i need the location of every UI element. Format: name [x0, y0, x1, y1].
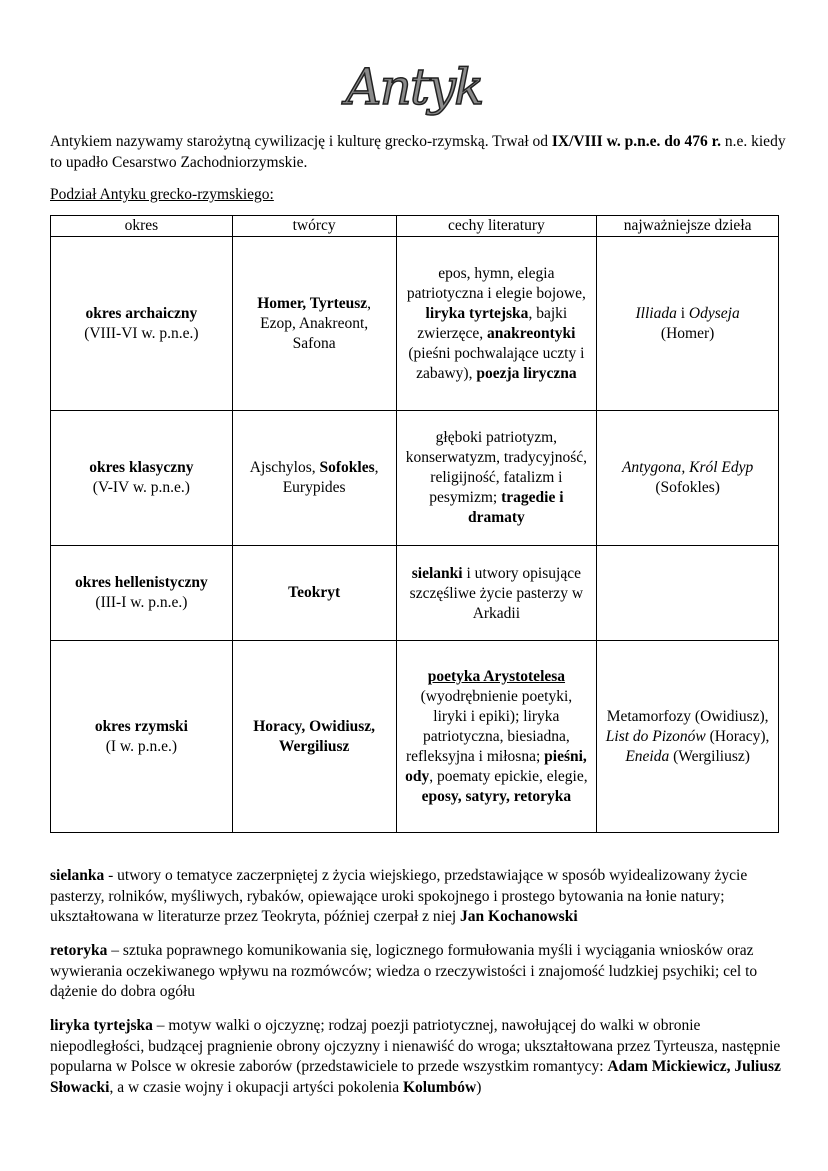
table-header-row: okres twórcy cechy literatury najważniej…	[50, 215, 779, 237]
text-segment: Illiada	[635, 304, 677, 322]
text-segment: )	[476, 1078, 482, 1096]
cell-works	[596, 545, 779, 641]
text-segment: Antykiem nazywamy starożytną cywilizację…	[50, 133, 552, 150]
text-segment: – sztuka poprawnego komunikowania się, l…	[50, 942, 758, 1000]
text-segment: retoryka	[50, 942, 108, 959]
text-segment: (V-IV w. p.n.e.)	[92, 479, 190, 496]
header-tworcy: twórcy	[231, 215, 397, 237]
text-segment: , a w czasie wojny i okupacji artyści po…	[109, 1078, 403, 1096]
text-segment: głęboki patriotyzm, konserwatyzm, tradyc…	[405, 429, 587, 506]
cell-works: Antygona, Król Edyp (Sofokles)	[596, 410, 779, 546]
table-row: okres klasyczny (V-IV w. p.n.e.) Ajschylo…	[50, 410, 779, 546]
table-heading: Podział Antyku grecko-rzymskiego:	[50, 186, 274, 203]
text-segment: poetyka Arystotelesa	[427, 667, 566, 685]
text-segment: , Eurypides	[282, 459, 379, 496]
text-segment: n.e. kiedy to upadło Cesarstwo Zachodnio…	[50, 133, 786, 171]
text-segment: tragedie i dramaty	[467, 489, 564, 526]
text-segment: - utwory o tematyce zaczerpniętej z życi…	[50, 867, 748, 925]
cell-authors: Ajschylos, Sofokles, Eurypides	[231, 410, 397, 546]
text-segment: sielanki	[411, 565, 463, 582]
cell-period: okres rzymski (I w. p.n.e.)	[50, 640, 233, 833]
text-segment: poezja liryczna	[476, 364, 577, 382]
text-segment: Eneida	[625, 747, 670, 765]
text-segment: Kolumbów	[402, 1078, 477, 1096]
text-segment: (pieśni pochwalające uczty i zabawy),	[408, 344, 585, 382]
cell-period: okres archaiczny (VIII-VI w. p.n.e.)	[50, 236, 233, 411]
table-row: okres rzymski (I w. p.n.e.) Horacy, Owidi…	[50, 640, 779, 833]
text-segment: (Horacy),	[705, 727, 770, 745]
cell-authors: Horacy, Owidiusz, Wergiliusz	[231, 640, 397, 833]
text-segment: okres hellenistyczny	[75, 574, 208, 591]
text-segment: , poematy epickie, elegie,	[429, 767, 588, 785]
text-segment: Odyseja	[688, 304, 740, 322]
text-segment: epos, hymn, elegia patriotyczna i elegie…	[406, 264, 586, 302]
text-segment: Adam Mickiewicz, Juliusz Słowacki	[50, 1058, 781, 1096]
text-segment: pieśni, ody	[405, 747, 587, 785]
cell-works: Illiada i Odyseja (Homer)	[596, 236, 779, 411]
text-segment: (I w. p.n.e.)	[105, 737, 178, 755]
text-segment: Horacy, Owidiusz, Wergiliusz	[253, 717, 376, 755]
periods-table: okres twórcy cechy literatury najważniej…	[50, 215, 779, 833]
text-segment: – motyw walki o ojczyznę; rodzaj poezji …	[50, 1017, 781, 1075]
intro-paragraph: Antykiem nazywamy starożytną cywilizację…	[50, 132, 790, 173]
text-segment: (Wergiliusz)	[669, 747, 750, 765]
text-segment: i	[676, 304, 689, 322]
text-segment: Ajschylos,	[249, 459, 320, 476]
text-segment: List do Pizonów	[605, 727, 706, 745]
text-segment: Jan Kochanowski	[460, 908, 578, 925]
text-segment: Teokryt	[288, 584, 341, 601]
cell-features: głęboki patriotyzm, konserwatyzm, tradyc…	[395, 410, 598, 546]
text-segment: , bajki zwierzęce,	[417, 304, 568, 342]
definition-retoryka: retoryka – sztuka poprawnego komunikowan…	[50, 941, 790, 1003]
cell-features: poetyka Arystotelesa (wyodrębnienie poet…	[395, 640, 598, 833]
definition-liryka-tyrtejska: liryka tyrtejska – motyw walki o ojczyzn…	[50, 1016, 790, 1098]
text-segment: Homer, Tyrteusz	[257, 294, 368, 312]
text-segment: (VIII-VI w. p.n.e.)	[84, 324, 199, 342]
cell-features: sielanki i utwory opisujące szczęśliwe ż…	[395, 545, 598, 641]
table-row: okres archaiczny (VIII-VI w. p.n.e.) Home…	[50, 236, 779, 411]
header-okres: okres	[50, 215, 233, 237]
cell-works: Metamorfozy (Owidiusz), List do Pizonów …	[596, 640, 779, 833]
text-segment: i utwory opisujące szczęśliwe życie past…	[409, 565, 584, 622]
cell-period: okres klasyczny (V-IV w. p.n.e.)	[50, 410, 233, 546]
text-segment: Metamorfozy (Owidiusz),	[606, 707, 769, 725]
header-cechy: cechy literatury	[395, 215, 598, 237]
text-segment: , Ezop, Anakreont, Safona	[260, 294, 372, 352]
text-segment: IX/VIII w. p.n.e. do 476 r.	[551, 133, 721, 150]
text-segment: liryka tyrtejska	[425, 304, 529, 322]
cell-authors: Teokryt	[231, 545, 397, 641]
text-segment: anakreontyki	[487, 324, 576, 342]
text-segment: okres archaiczny	[85, 304, 198, 322]
text-segment: liryka tyrtejska	[50, 1017, 153, 1034]
cell-authors: Homer, Tyrteusz, Ezop, Anakreont, Safona	[231, 236, 397, 411]
definition-sielanka: sielanka - utwory o tematyce zaczerpnięt…	[50, 866, 790, 928]
text-segment: sielanka	[50, 867, 105, 884]
text-segment: okres rzymski	[94, 717, 188, 735]
cell-period: okres hellenistyczny (III-I w. p.n.e.)	[50, 545, 233, 641]
text-segment: Antygona, Król Edyp	[621, 459, 754, 476]
table-row: okres hellenistyczny (III-I w. p.n.e.) Te…	[50, 545, 779, 641]
header-dziela: najważniejsze dzieła	[596, 215, 779, 237]
text-segment: (wyodrębnienie poetyki, liryki i epiki);…	[405, 687, 573, 765]
text-segment: eposy, satyry, retoryka	[421, 787, 572, 805]
cell-features: epos, hymn, elegia patriotyczna i elegie…	[395, 236, 598, 411]
text-segment: okres klasyczny	[89, 459, 194, 476]
page-title: Antyk	[345, 57, 485, 117]
text-segment: Sofokles	[319, 459, 375, 476]
text-segment: (Homer)	[660, 324, 715, 342]
text-segment: (Sofokles)	[655, 479, 720, 496]
text-segment: (III-I w. p.n.e.)	[95, 594, 188, 611]
